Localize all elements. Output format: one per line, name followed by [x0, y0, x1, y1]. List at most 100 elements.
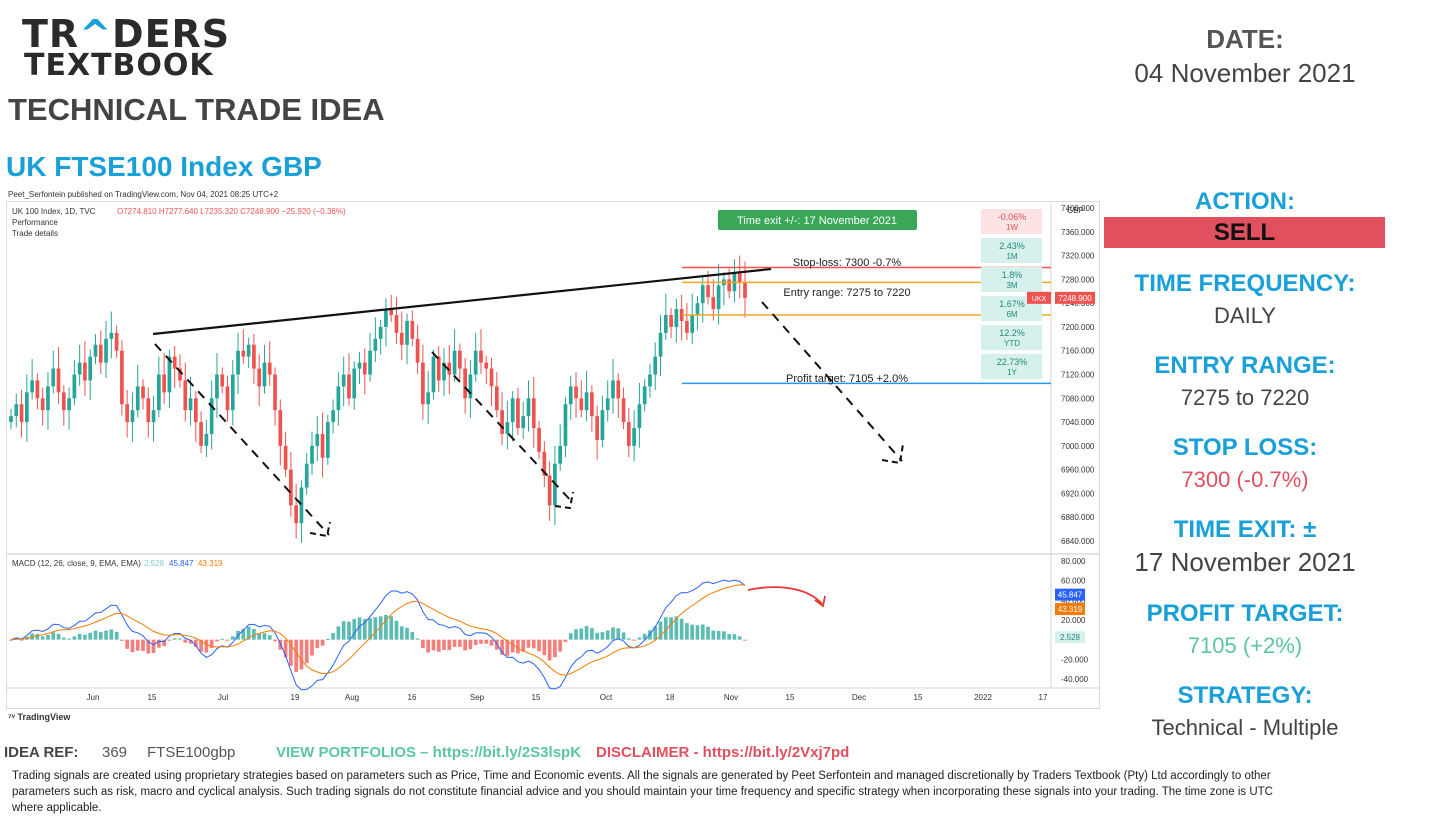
macd-histogram-bar — [716, 630, 721, 640]
idea-ref-number: 369 — [102, 744, 128, 761]
macd-histogram-bar — [304, 639, 309, 664]
candle-body — [278, 410, 283, 446]
wave-end-mark — [309, 521, 331, 538]
time-tick-label: Oct — [600, 693, 613, 702]
date-value: 04 November 2021 — [1134, 58, 1356, 88]
macd-tick-label: 60.000 — [1061, 577, 1086, 586]
candle-body — [579, 398, 584, 411]
strategy-label: STRATEGY: — [1177, 682, 1313, 709]
macd-histogram-bar — [378, 616, 383, 640]
stop-loss-label: STOP LOSS: — [1172, 434, 1318, 461]
candle-body — [93, 344, 98, 357]
time-tick-label: 16 — [408, 693, 417, 702]
macd-histogram-bar — [384, 614, 388, 640]
macd-histogram-bar — [611, 627, 615, 640]
macd-histogram-bar — [405, 627, 409, 640]
macd-histogram-bar — [632, 639, 636, 641]
macd-histogram-bar — [209, 639, 214, 648]
macd-histogram-bar — [431, 639, 436, 651]
macd-tick-label: 40.000 — [1061, 596, 1086, 605]
entry-range-value: 7275 to 7220 — [1180, 385, 1310, 410]
candle-body — [109, 332, 114, 339]
candle-body — [257, 368, 262, 387]
performance-box — [981, 354, 1042, 379]
entry-range-label: Entry range: 7275 to 7220 — [783, 287, 910, 299]
macd-histogram-bar — [558, 639, 563, 652]
candle-body — [442, 362, 446, 381]
performance-period: 6M — [1006, 310, 1017, 319]
candle-body — [77, 362, 82, 375]
candle-body — [563, 404, 568, 446]
candle-body — [209, 398, 214, 434]
performance-value: 1.67% — [999, 299, 1025, 309]
macd-histogram-bar — [743, 639, 747, 641]
price-tick-label: 7040.000 — [1061, 418, 1095, 427]
candle-body — [56, 368, 61, 393]
logo-line-1: TR^DERS — [22, 12, 231, 56]
macd-value-label: 2.528 — [1060, 633, 1081, 642]
candle-body — [642, 386, 647, 405]
macd-line — [10, 579, 746, 691]
price-tick-label: 6920.000 — [1061, 489, 1095, 498]
macd-value-label: 45.847 — [1058, 591, 1083, 600]
candle-body — [452, 350, 457, 375]
candle-body — [352, 368, 357, 399]
macd-histogram-bar — [257, 633, 262, 640]
candle-body — [389, 309, 394, 316]
macd-histogram-bar — [648, 630, 652, 640]
portfolios-link[interactable]: VIEW PORTFOLIOS – https://bit.ly/2S3lspK — [276, 744, 582, 761]
time-exit-value: 17 November 2021 — [1134, 547, 1356, 577]
candle-body — [574, 386, 578, 399]
performance-period: YTD — [1004, 339, 1020, 348]
macd-histogram-bar — [637, 637, 642, 640]
info-line: Performance — [12, 218, 58, 227]
macd-histogram-bar — [262, 633, 267, 640]
macd-histogram-bar — [46, 634, 50, 640]
macd-histogram-bar — [473, 639, 478, 646]
candle-body — [357, 362, 362, 369]
candle-body — [320, 433, 325, 458]
macd-histogram-bar — [531, 639, 536, 649]
candle-body — [632, 428, 636, 446]
macd-legend-signal: 43.319 — [198, 559, 223, 568]
candle-body — [373, 338, 378, 351]
candle-body — [83, 362, 87, 381]
candle-body — [14, 404, 19, 417]
macd-histogram-bar — [590, 628, 594, 640]
published-note: Peet_Serfontein published on TradingView… — [8, 190, 279, 199]
time-tick-label: Aug — [345, 693, 359, 702]
price-tick-label: 7360.000 — [1061, 228, 1095, 237]
macd-histogram-bar — [109, 629, 114, 640]
performance-value: 2.43% — [999, 241, 1025, 251]
macd-histogram-bar — [40, 636, 45, 640]
candle-body — [600, 410, 605, 440]
candle-body — [125, 404, 130, 423]
macd-histogram-bar — [51, 632, 56, 640]
candle-body — [637, 404, 642, 429]
candle-body — [537, 428, 541, 452]
macd-histogram-bar — [193, 639, 198, 647]
time-tick-label: 15 — [532, 693, 541, 702]
macd-histogram-bar — [399, 626, 404, 640]
macd-histogram-bar — [362, 619, 367, 640]
macd-histogram-bar — [183, 639, 188, 643]
candle-body — [114, 332, 119, 351]
macd-histogram-bar — [56, 633, 61, 640]
candle-body — [199, 422, 203, 446]
candle-body — [315, 433, 320, 446]
date-label: DATE: — [1206, 24, 1284, 54]
candle-body — [299, 487, 304, 524]
page-title: TECHNICAL TRADE IDEA — [8, 92, 385, 127]
chart-container[interactable]: Time exit +/-: 17 November 2021 Stop-loss… — [6, 201, 1100, 709]
candle-body — [484, 362, 489, 369]
price-tick-label: 6880.000 — [1061, 513, 1095, 522]
candlestick-chart[interactable]: Time exit +/-: 17 November 2021 Stop-loss… — [7, 202, 1099, 708]
macd-histogram-bar — [167, 639, 172, 641]
candle-body — [141, 386, 145, 399]
candle-body — [183, 380, 188, 411]
candle-body — [558, 445, 563, 464]
macd-histogram-bar — [621, 632, 626, 640]
disclaimer-link[interactable]: DISCLAIMER - https://bit.ly/2Vxj7pd — [596, 744, 850, 761]
candle-body — [98, 344, 103, 363]
last-price-value: 7248.900 — [1058, 294, 1092, 303]
